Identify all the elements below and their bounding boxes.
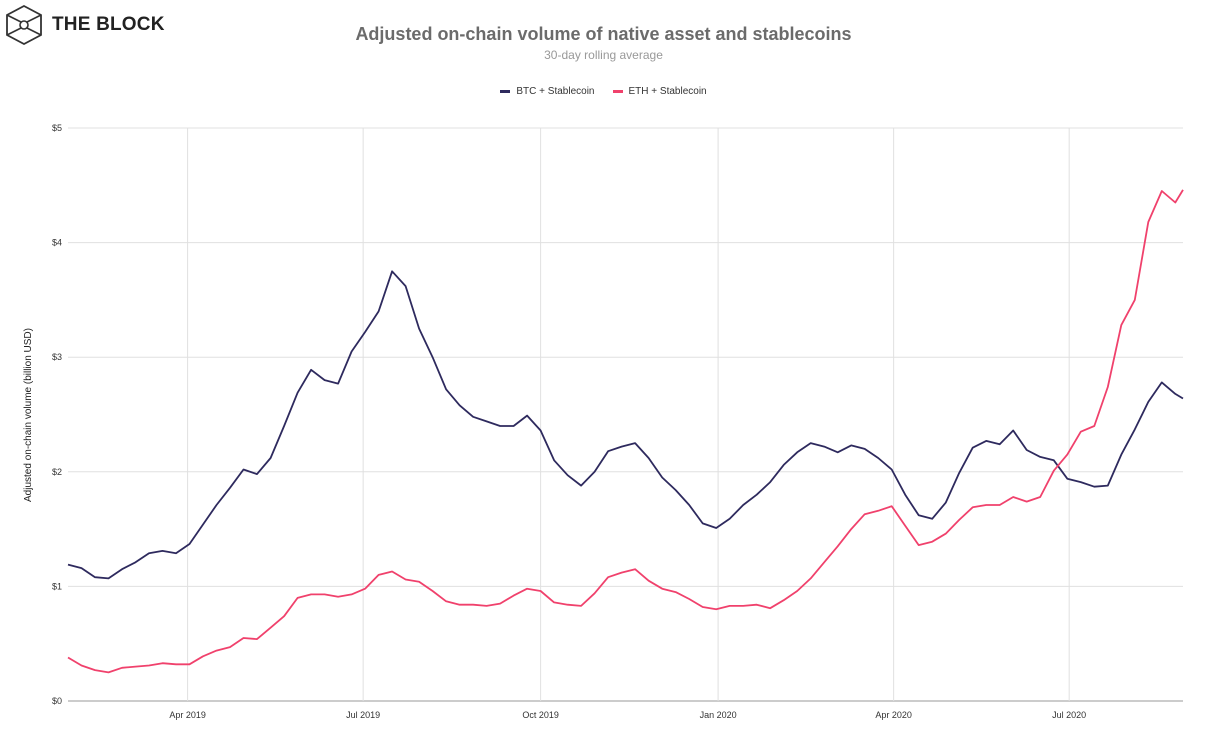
legend-item-btc[interactable]: BTC + Stablecoin [500, 86, 595, 97]
y-tick-label: $0 [52, 696, 62, 706]
y-tick-label: $5 [52, 123, 62, 133]
y-axis-label: Adjusted on-chain volume (billion USD) [23, 328, 34, 502]
y-tick-label: $2 [52, 467, 62, 477]
y-tick-label: $3 [52, 352, 62, 362]
chart-title: Adjusted on-chain volume of native asset… [355, 24, 852, 44]
series-line-eth [67, 189, 1184, 674]
x-tick-label: Jul 2020 [1052, 710, 1086, 720]
legend-label: ETH + Stablecoin [628, 86, 707, 97]
legend-label: BTC + Stablecoin [516, 86, 595, 97]
cube-hexagon-icon [6, 4, 42, 46]
legend-item-eth[interactable]: ETH + Stablecoin [612, 86, 707, 97]
series-line-btc [67, 270, 1184, 580]
x-tick-label: Oct 2019 [522, 710, 559, 720]
legend: BTC + Stablecoin ETH + Stablecoin [0, 86, 1207, 97]
logo: THE BLOCK [4, 4, 165, 46]
chart-subtitle: 30-day rolling average [544, 48, 663, 62]
y-tick-label: $1 [52, 581, 62, 591]
x-tick-label: Jul 2019 [346, 710, 380, 720]
legend-swatch [500, 90, 511, 93]
x-tick-label: Apr 2019 [169, 710, 206, 720]
y-tick-label: $4 [52, 238, 62, 248]
x-tick-label: Jan 2020 [700, 710, 737, 720]
x-tick-label: Apr 2020 [875, 710, 912, 720]
logo-text: THE BLOCK [52, 14, 165, 35]
legend-swatch [612, 90, 623, 93]
